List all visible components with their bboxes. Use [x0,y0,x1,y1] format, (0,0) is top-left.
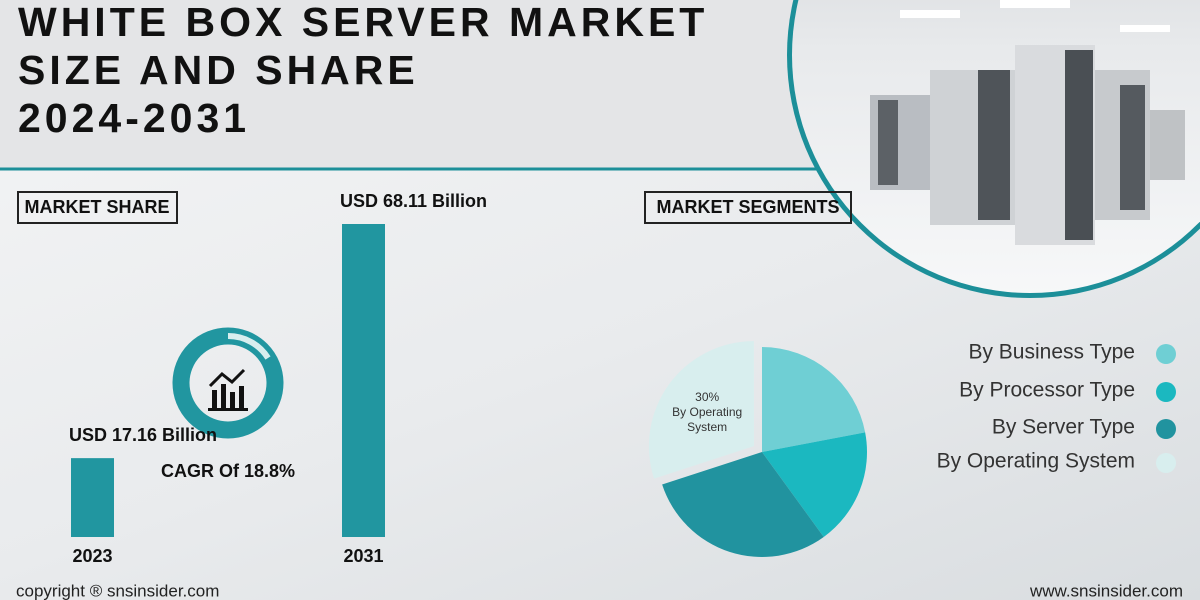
section-label: MARKET SHARE [24,197,169,217]
legend-swatch [1156,453,1176,473]
pie-value-label: 30% [695,390,720,405]
section-label: MARKET SEGMENTS [656,197,839,217]
bar [71,458,114,537]
pie-slice [762,432,867,537]
legend-label: By Business Type [968,341,1135,364]
copyright: copyright ® snsinsider.com [16,581,219,600]
bar-value-label: USD 17.16 Billion [69,425,217,445]
title-line: 2024-2031 [18,95,250,141]
legend-swatch [1156,419,1176,439]
pie-slice [648,341,754,479]
bar [342,224,385,537]
legend-label: By Operating System [937,450,1135,473]
legend-label: By Processor Type [959,379,1135,402]
pie-slice [662,452,824,557]
cagr-gauge [172,327,284,439]
cagr-label: CAGR Of 18.8% [161,461,295,481]
label-box [17,191,178,224]
title-line: SIZE AND SHARE [18,47,419,93]
pie-slice [762,347,866,452]
legend-label: By Server Type [992,416,1135,439]
pie-slice-name: By Operating System [672,405,743,435]
title-line: WHITE BOX SERVER MARKET [18,0,708,45]
label-box [644,191,852,224]
server-photo [787,0,1200,298]
legend-swatch [1156,382,1176,402]
legend-swatch [1156,344,1176,364]
website: www.snsinsider.com [1029,581,1183,600]
bar-year: 2031 [343,546,383,566]
bar-value-label: USD 68.11 Billion [340,191,487,211]
bar-year: 2023 [72,546,112,566]
pie-label: 30% By Operating System [657,390,757,435]
